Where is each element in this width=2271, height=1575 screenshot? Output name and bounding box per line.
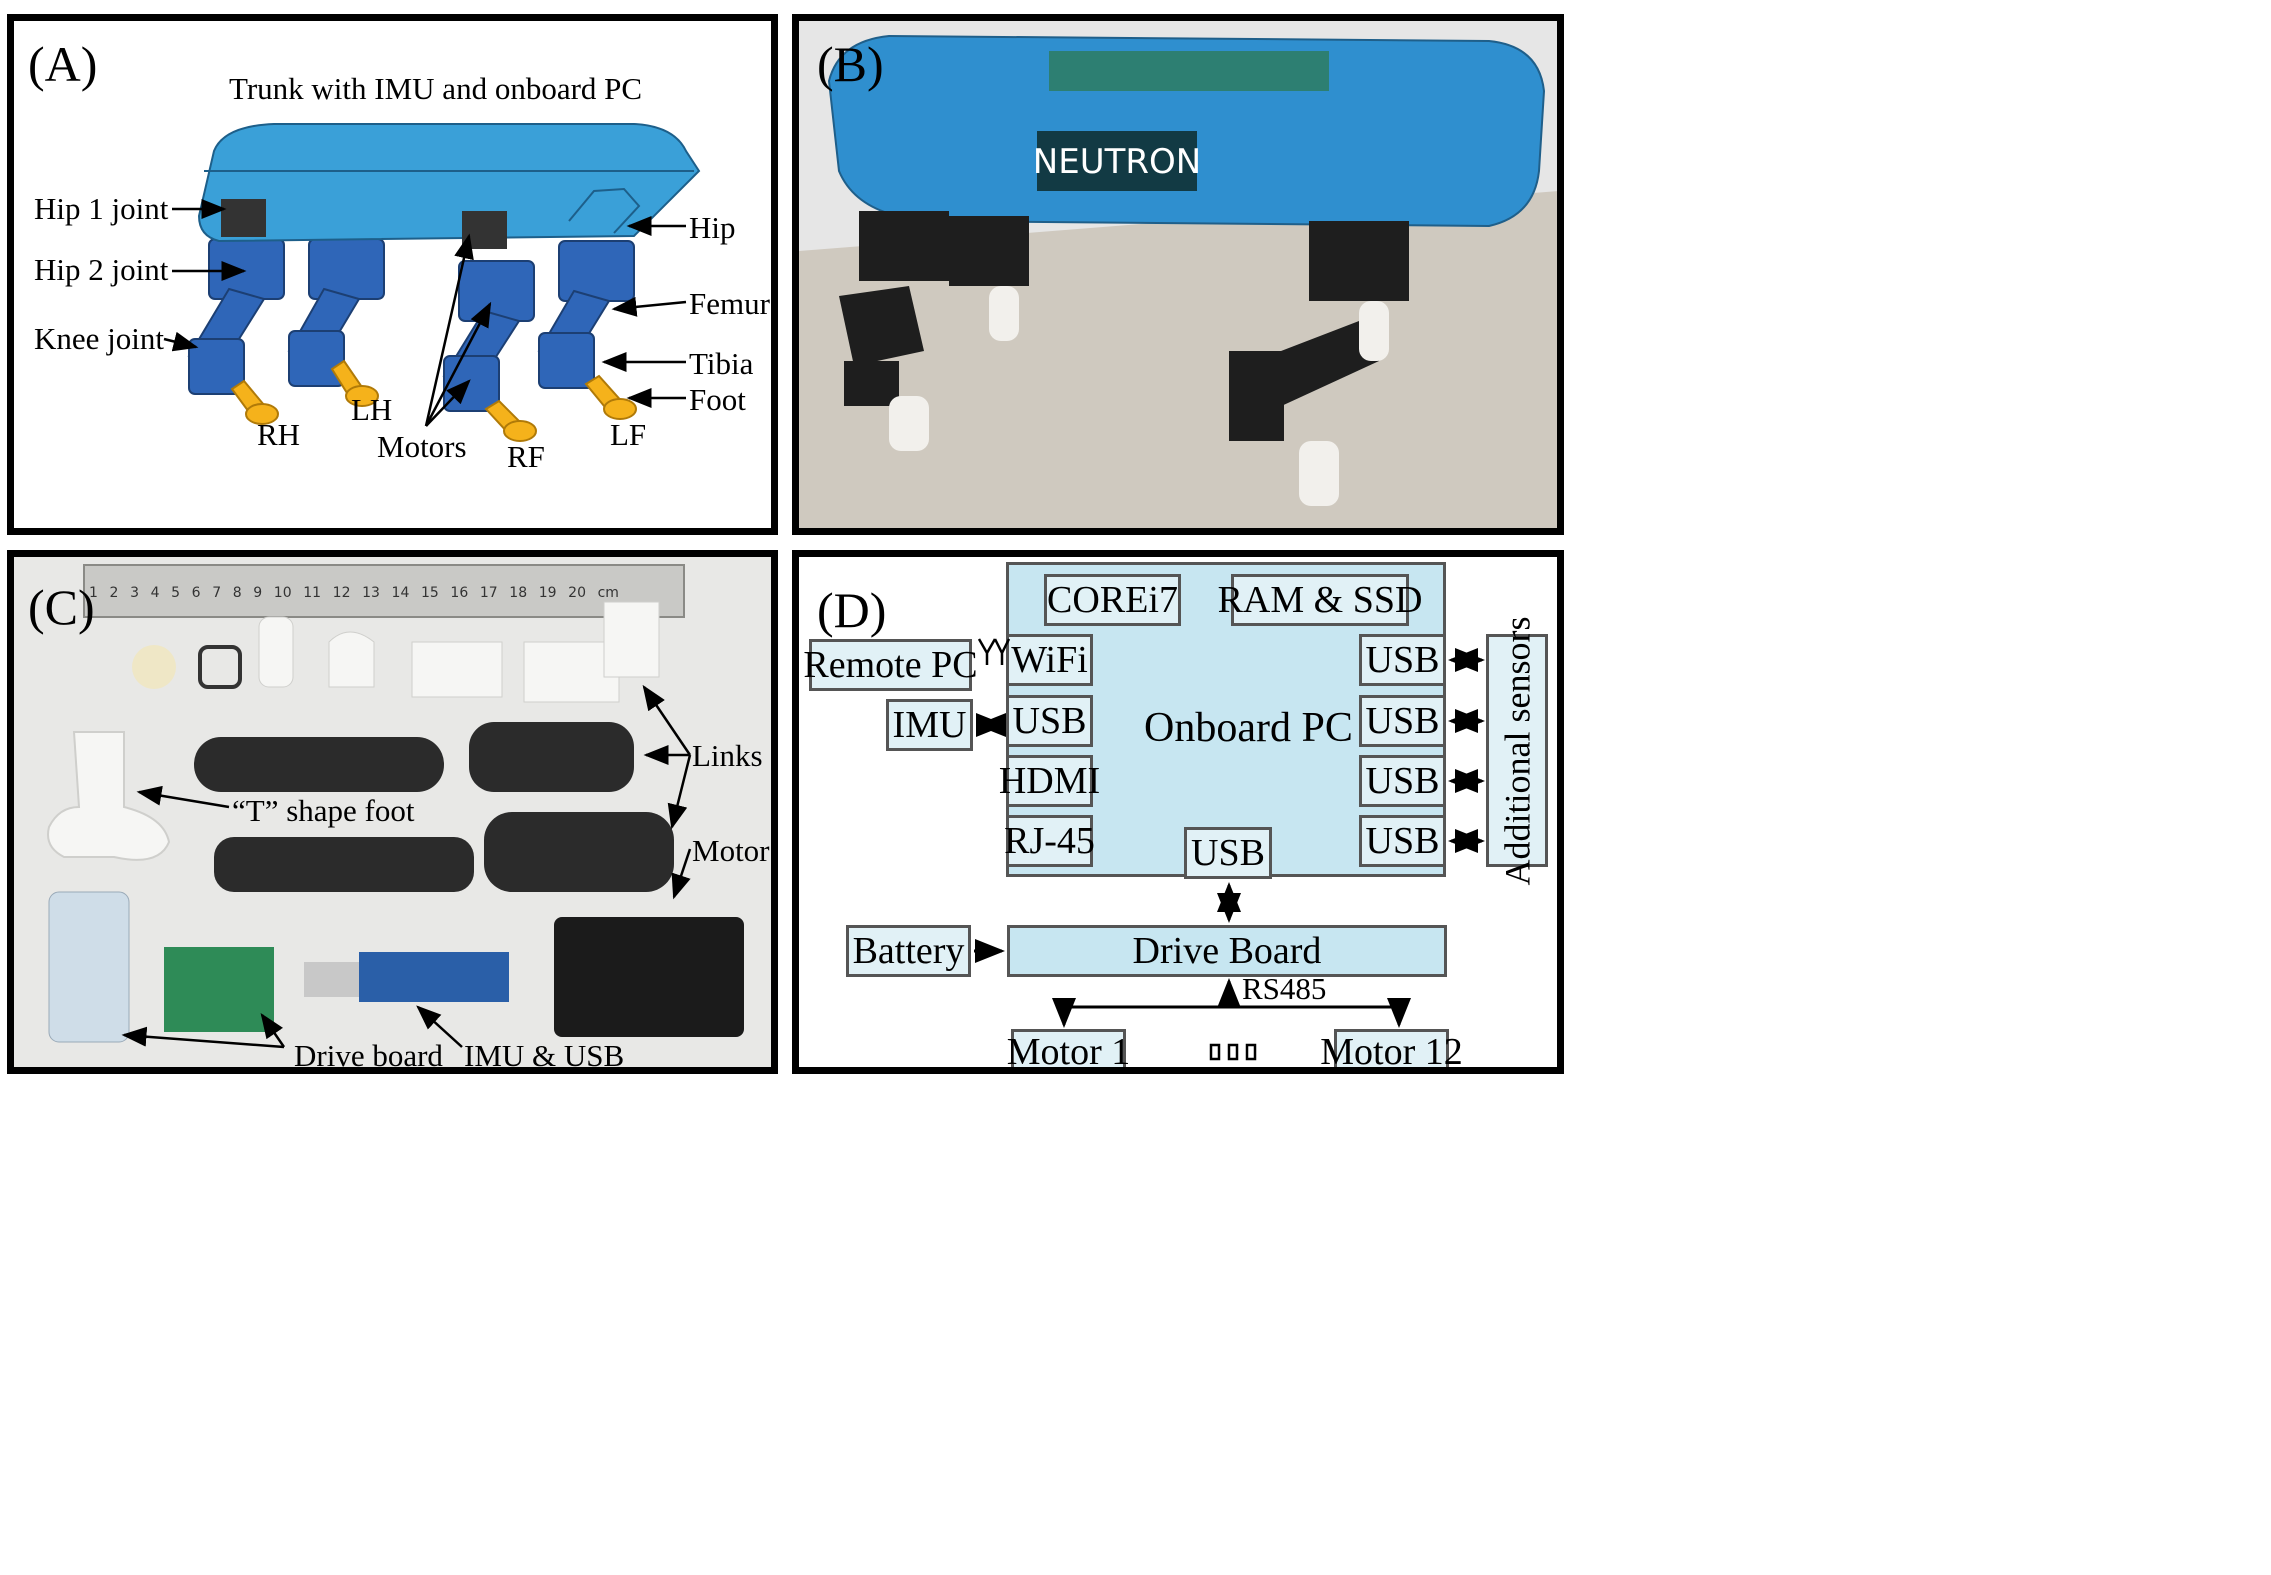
panel-tag-d: (D) bbox=[817, 582, 887, 638]
ruler-tick: 3 bbox=[130, 585, 139, 601]
annotation-arrows-a bbox=[163, 199, 687, 427]
label-hip: Hip bbox=[689, 210, 736, 245]
usb-sensor-port-2: USB bbox=[1359, 695, 1446, 747]
remote-pc-box: Remote PC bbox=[803, 639, 978, 691]
ram-ssd-box: RAM & SSD bbox=[1218, 574, 1422, 626]
motor-12-box: Motor 12 bbox=[1320, 1029, 1463, 1073]
robot-photo: NEUTRON bbox=[799, 21, 1557, 528]
motor-1-box: Motor 1 bbox=[1006, 1029, 1131, 1073]
neutron-logo-text: NEUTRON bbox=[1033, 142, 1201, 182]
ruler-tick: 16 bbox=[450, 585, 469, 601]
leg-lh bbox=[287, 238, 385, 387]
label-lf: LF bbox=[610, 417, 647, 452]
label-rf: RF bbox=[507, 439, 545, 474]
ruler-ticks: 1 2 3 4 5 6 7 8 9 10 11 12 13 14 15 16 1… bbox=[89, 585, 619, 601]
panel-tag-a: (A) bbox=[28, 36, 98, 92]
imu-box: IMU bbox=[886, 699, 973, 751]
label-links: Links bbox=[692, 738, 763, 773]
usb-sensor-port-3: USB bbox=[1359, 755, 1446, 807]
ruler-tick: 5 bbox=[171, 585, 181, 601]
hdmi-box: HDMI bbox=[999, 755, 1100, 807]
rs485-label: RS485 bbox=[1242, 971, 1327, 1006]
connection-arrows-d bbox=[974, 638, 1485, 1061]
label-foot: Foot bbox=[689, 382, 746, 417]
ruler-tick: 8 bbox=[232, 585, 242, 601]
components-photo bbox=[14, 557, 771, 1067]
panel-d: (D) Onboard PC COREi7 RAM & SSD WiFi USB… bbox=[792, 550, 1564, 1074]
ruler-tick: 20 bbox=[568, 585, 586, 601]
ruler-tick: 18 bbox=[509, 585, 528, 601]
annotation-arrows-c bbox=[121, 684, 692, 1049]
ruler-tick: 15 bbox=[420, 585, 439, 601]
ruler-tick: 14 bbox=[391, 585, 410, 601]
additional-sensors-box: Additional sensors bbox=[1486, 616, 1548, 885]
ruler-tick: 12 bbox=[332, 585, 351, 601]
rj45-box: RJ-45 bbox=[1004, 815, 1095, 867]
ruler-tick: 17 bbox=[479, 585, 498, 601]
ruler-tick: 11 bbox=[303, 585, 322, 601]
wifi-antenna-icon bbox=[977, 638, 1011, 665]
ruler-tick: 6 bbox=[191, 585, 201, 601]
leg-rf bbox=[442, 260, 535, 412]
trunk bbox=[197, 123, 701, 243]
usb-sensor-port-1: USB bbox=[1359, 634, 1446, 686]
label-motors: Motors bbox=[377, 429, 467, 464]
ruler-tick: 10 bbox=[273, 585, 292, 601]
label-imu-usb: IMU & USB bbox=[464, 1038, 625, 1073]
label-knee-joint: Knee joint bbox=[34, 321, 164, 356]
ruler-tick: 2 bbox=[109, 585, 119, 601]
label-femur: Femur bbox=[689, 286, 770, 321]
panel-b: NEUTRON (B) bbox=[792, 14, 1564, 535]
label-rh: RH bbox=[257, 417, 301, 452]
onboard-pc-label: Onboard PC bbox=[1144, 705, 1353, 751]
label-t-shape-foot: “T” shape foot bbox=[232, 793, 415, 828]
ruler-tick: 13 bbox=[362, 585, 380, 601]
ruler-tick: cm bbox=[597, 585, 619, 601]
ruler-tick: 9 bbox=[253, 585, 263, 601]
label-tibia: Tibia bbox=[689, 346, 754, 381]
label-motor: Motor bbox=[692, 833, 770, 868]
panel-tag-b: (B) bbox=[817, 36, 884, 92]
ruler-tick: 19 bbox=[538, 585, 557, 601]
label-lh: LH bbox=[351, 392, 393, 427]
ruler-tick: 1 bbox=[89, 585, 98, 601]
label-drive-board: Drive board bbox=[294, 1038, 443, 1073]
trunk-title: Trunk with IMU and onboard PC bbox=[229, 71, 643, 106]
usb-drive-port-box: USB bbox=[1184, 827, 1272, 879]
panel-a: (A) Trunk with IMU and onboard PC Hip 1 … bbox=[7, 14, 778, 535]
battery-box: Battery bbox=[846, 925, 971, 977]
leg-rh bbox=[187, 238, 285, 395]
ellipsis-icon bbox=[1209, 1043, 1257, 1061]
corei7-box: COREi7 bbox=[1044, 574, 1181, 626]
drive-board-box: Drive Board bbox=[1007, 925, 1447, 977]
wifi-box: WiFi bbox=[1006, 634, 1093, 686]
usb-sensor-port-4: USB bbox=[1359, 815, 1446, 867]
ruler-tick: 7 bbox=[212, 585, 222, 601]
ruler-tick: 4 bbox=[150, 585, 160, 601]
leg-lf bbox=[537, 240, 635, 389]
label-hip1-joint: Hip 1 joint bbox=[34, 191, 169, 226]
panel-c: 1 2 3 4 5 6 7 8 9 10 11 12 13 14 15 16 1… bbox=[7, 550, 778, 1074]
usb-imu-port-box: USB bbox=[1006, 695, 1093, 747]
feet bbox=[230, 359, 637, 442]
robot-cad-render bbox=[187, 123, 701, 442]
panel-tag-c: (C) bbox=[28, 579, 95, 635]
label-hip2-joint: Hip 2 joint bbox=[34, 252, 169, 287]
